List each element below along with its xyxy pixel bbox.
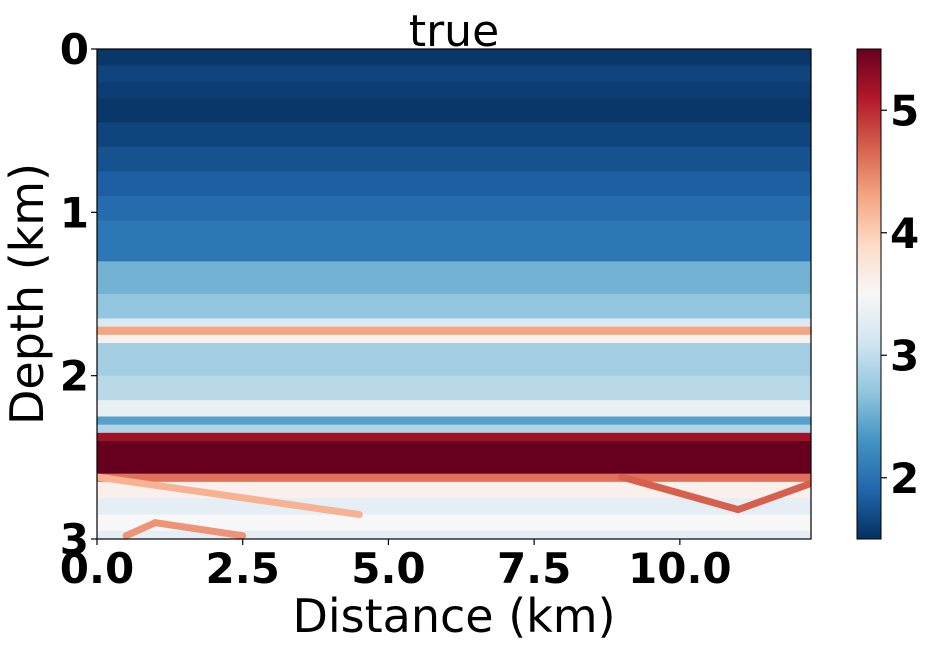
x-tick-label: 7.5 bbox=[497, 544, 571, 593]
velocity-layer-8 bbox=[97, 220, 811, 262]
velocity-layer-18 bbox=[97, 424, 811, 434]
velocity-layer-21 bbox=[97, 473, 811, 483]
velocity-layer-16 bbox=[97, 400, 811, 418]
velocity-layer-7 bbox=[97, 196, 811, 222]
y-tick-label: 1 bbox=[60, 188, 89, 237]
x-tick-label: 0.0 bbox=[60, 544, 134, 593]
y-tick-label: 2 bbox=[60, 352, 89, 401]
colorbar-tick-label: 2 bbox=[890, 454, 919, 503]
velocity-layer-0 bbox=[97, 49, 811, 66]
x-axis-ticks: 0.0 2.5 5.0 7.5 10.0 bbox=[60, 539, 732, 593]
velocity-layer-22 bbox=[97, 481, 811, 499]
x-tick-label: 2.5 bbox=[206, 544, 280, 593]
velocity-layer-15 bbox=[97, 375, 811, 401]
x-tick-label: 10.0 bbox=[628, 544, 732, 593]
velocity-layer-24 bbox=[97, 514, 811, 532]
velocity-layer-2 bbox=[97, 81, 811, 99]
colorbar-tick-label: 4 bbox=[890, 209, 919, 258]
velocity-layer-9 bbox=[97, 261, 811, 295]
x-axis-label: Distance (km) bbox=[292, 589, 615, 643]
velocity-layer-20 bbox=[97, 441, 811, 475]
velocity-layer-10 bbox=[97, 294, 811, 320]
colorbar bbox=[856, 48, 882, 540]
y-axis-ticks: 0 1 2 3 bbox=[60, 25, 97, 564]
plot-frame bbox=[96, 48, 812, 540]
y-tick-label: 0 bbox=[60, 25, 89, 74]
velocity-layer-5 bbox=[97, 147, 811, 173]
y-axis-label: Depth (km) bbox=[0, 163, 54, 425]
velocity-layer-25 bbox=[97, 530, 811, 539]
velocity-layer-1 bbox=[97, 65, 811, 83]
dipping-reflector-0 bbox=[97, 473, 363, 518]
colorbar-tick-label: 3 bbox=[890, 331, 919, 380]
heatmap-plot-area bbox=[97, 49, 811, 539]
velocity-layer-3 bbox=[97, 98, 811, 124]
velocity-layer-17 bbox=[97, 416, 811, 426]
velocity-layer-6 bbox=[97, 171, 811, 197]
velocity-layer-14 bbox=[97, 343, 811, 377]
velocity-layer-19 bbox=[97, 432, 811, 442]
velocity-layer-11 bbox=[97, 318, 811, 328]
dipping-reflector-2 bbox=[151, 519, 247, 539]
x-tick-label: 5.0 bbox=[351, 544, 425, 593]
colorbar-tick-label: 5 bbox=[890, 86, 919, 135]
dipping-reflector-4 bbox=[734, 479, 811, 514]
velocity-layer-13 bbox=[97, 334, 811, 344]
velocity-layer-4 bbox=[97, 122, 811, 148]
colorbar-ticks: 2 3 4 5 bbox=[881, 86, 919, 503]
dipping-reflector-1 bbox=[122, 519, 159, 539]
dipping-reflector-3 bbox=[618, 473, 742, 514]
y-tick-label: 3 bbox=[60, 515, 89, 564]
velocity-layer-12 bbox=[97, 326, 811, 336]
